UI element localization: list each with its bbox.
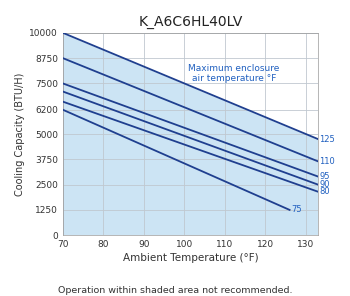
Y-axis label: Cooling Capacity (BTU/H): Cooling Capacity (BTU/H) [15, 72, 25, 196]
Text: 95: 95 [319, 172, 330, 181]
Text: 125: 125 [319, 135, 335, 144]
Text: 110: 110 [319, 157, 335, 166]
X-axis label: Ambient Temperature (°F): Ambient Temperature (°F) [122, 253, 258, 263]
Text: 80: 80 [319, 187, 330, 196]
Text: 90: 90 [319, 180, 330, 189]
Text: Operation within shaded area not recommended.: Operation within shaded area not recomme… [58, 286, 292, 295]
Text: 75: 75 [291, 205, 301, 214]
Text: Maximum enclosure
air temperature °F: Maximum enclosure air temperature °F [188, 64, 279, 83]
Title: K_A6C6HL40LV: K_A6C6HL40LV [138, 15, 243, 29]
Polygon shape [63, 33, 318, 139]
